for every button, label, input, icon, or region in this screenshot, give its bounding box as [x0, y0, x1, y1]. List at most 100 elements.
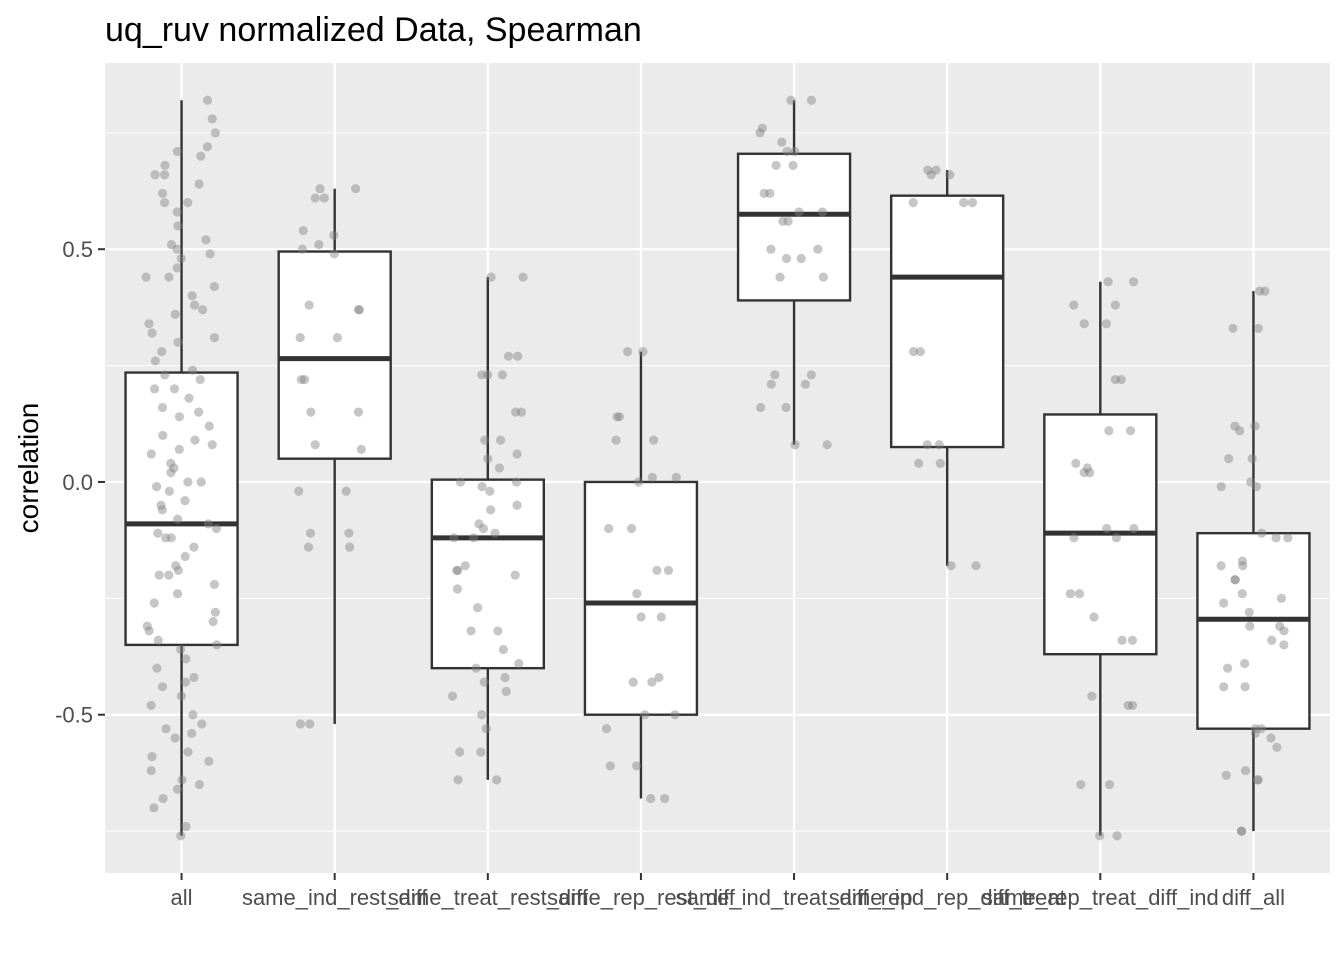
data-point [1065, 589, 1076, 599]
data-point [511, 477, 522, 487]
data-point [203, 519, 213, 529]
data-point [305, 528, 316, 538]
data-point [314, 239, 324, 250]
data-point [788, 160, 798, 171]
data-point [492, 775, 502, 785]
data-point [514, 658, 524, 669]
data-point [477, 482, 487, 492]
data-point [188, 710, 198, 720]
data-point [474, 519, 484, 529]
data-point [1223, 663, 1233, 673]
data-point [172, 146, 182, 157]
data-point [1240, 682, 1250, 692]
data-point [172, 784, 183, 794]
data-point [1104, 426, 1114, 436]
x-tick-label: all [171, 885, 193, 910]
data-point [1104, 779, 1115, 790]
data-point [164, 272, 174, 282]
data-point [1267, 635, 1277, 645]
data-point [497, 370, 508, 380]
data-point [303, 542, 314, 552]
data-point [176, 831, 186, 841]
data-point [771, 160, 781, 171]
data-point [1089, 612, 1099, 622]
data-point [146, 700, 156, 711]
data-point [1230, 575, 1240, 585]
data-point [158, 430, 168, 441]
data-point [1228, 323, 1238, 333]
data-point [176, 691, 187, 701]
data-point [1250, 724, 1260, 734]
data-point [1110, 374, 1120, 385]
data-point [1240, 658, 1250, 669]
jitter-points [141, 95, 1293, 841]
data-point [194, 179, 204, 189]
data-point [1245, 621, 1255, 631]
data-point [146, 449, 156, 459]
data-point [142, 621, 152, 631]
data-point [172, 244, 182, 254]
data-point [1110, 300, 1120, 310]
data-point [147, 328, 157, 338]
data-point [466, 626, 476, 636]
data-point [1127, 635, 1138, 645]
data-point [908, 347, 919, 357]
data-point [183, 747, 193, 757]
data-point [483, 454, 493, 464]
data-point [806, 370, 816, 380]
data-point [310, 440, 320, 450]
data-point [935, 458, 945, 468]
data-point [510, 570, 520, 580]
data-point [195, 374, 205, 385]
data-point [1230, 575, 1240, 585]
data-point [1085, 468, 1095, 478]
data-point [915, 347, 925, 357]
data-point [204, 421, 214, 431]
data-point [196, 151, 206, 161]
data-point [181, 821, 191, 832]
data-point [934, 440, 944, 450]
data-point [176, 253, 186, 264]
data-point [1128, 277, 1139, 287]
data-point [632, 589, 642, 599]
data-point [782, 146, 792, 157]
data-point [202, 142, 212, 152]
data-point [469, 533, 479, 543]
data-point [157, 402, 168, 413]
data-point [166, 239, 177, 250]
data-point [775, 272, 785, 282]
data-point [1116, 374, 1126, 385]
data-point [1244, 607, 1254, 617]
data-point [447, 691, 458, 701]
data-point [164, 570, 174, 580]
data-point [755, 128, 765, 138]
data-point [161, 724, 171, 734]
data-point [1271, 533, 1281, 543]
data-point [516, 407, 527, 417]
data-point [1237, 826, 1247, 836]
data-point [481, 724, 491, 734]
data-point [144, 626, 154, 636]
data-point [500, 672, 510, 683]
data-point [146, 765, 156, 776]
data-point [1279, 640, 1289, 650]
data-point [971, 561, 981, 571]
data-point [207, 114, 217, 124]
data-point [207, 440, 217, 450]
data-point [296, 374, 306, 385]
data-point [172, 263, 182, 273]
data-point [210, 128, 220, 138]
data-point [757, 123, 768, 133]
data-point [660, 793, 670, 804]
data-point [180, 551, 190, 562]
data-point [166, 458, 176, 468]
data-point [452, 565, 462, 576]
data-point [783, 216, 793, 226]
data-point [160, 370, 170, 380]
data-point [166, 533, 176, 543]
data-point [172, 207, 182, 217]
y-tick-label: -0.5 [55, 703, 93, 728]
data-point [1123, 700, 1133, 711]
data-point [654, 672, 664, 683]
data-point [1251, 482, 1261, 492]
